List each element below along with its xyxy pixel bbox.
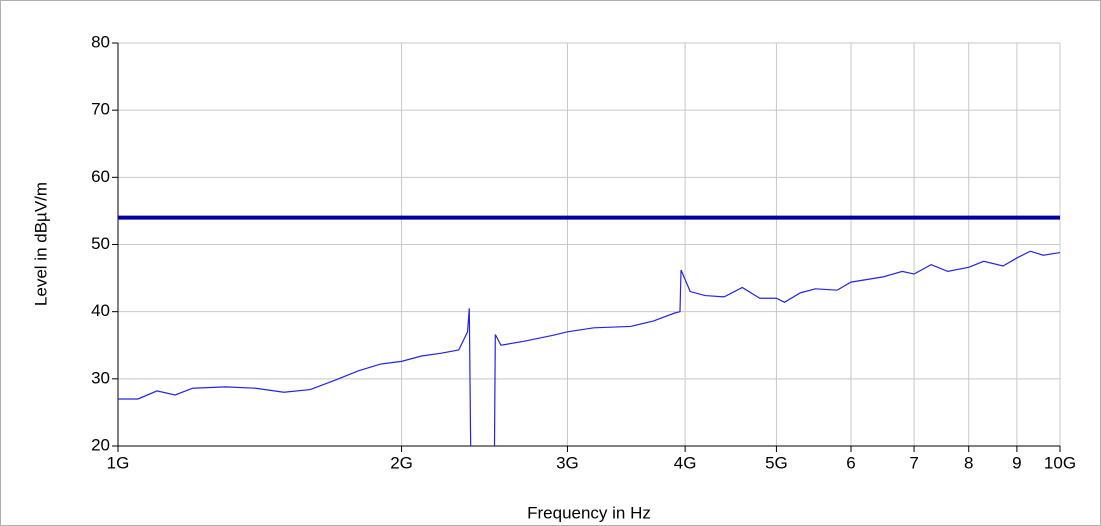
x-tick-label: 5G — [765, 453, 788, 472]
x-tick-label: 1G — [107, 453, 130, 472]
x-tick-label: 2G — [390, 453, 413, 472]
x-tick-label: 6 — [846, 453, 855, 472]
y-tick-label: 80 — [91, 32, 110, 51]
x-tick-label: 10G — [1044, 453, 1076, 472]
x-tick-label: 8 — [964, 453, 973, 472]
y-tick-label: 30 — [91, 368, 110, 387]
x-tick-label: 4G — [674, 453, 697, 472]
y-tick-label: 40 — [91, 301, 110, 320]
y-tick-label: 60 — [91, 167, 110, 186]
x-axis-label: Frequency in Hz — [527, 503, 651, 522]
series-line — [118, 250, 1060, 446]
y-tick-label: 50 — [91, 234, 110, 253]
y-tick-label: 20 — [91, 435, 110, 454]
x-tick-label: 9 — [1012, 453, 1021, 472]
y-tick-label: 70 — [91, 100, 110, 119]
x-tick-label: 7 — [909, 453, 918, 472]
y-axis-label: Level in dBµV/m — [31, 182, 50, 306]
x-tick-label: 3G — [556, 453, 579, 472]
